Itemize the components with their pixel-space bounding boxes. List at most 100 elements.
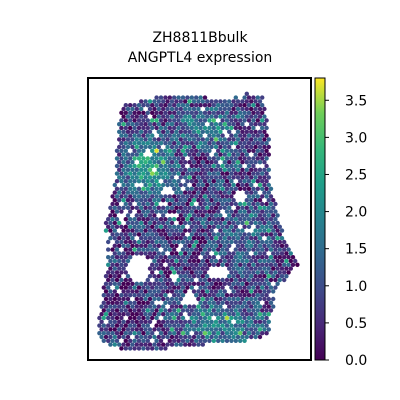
spot [244, 266, 249, 271]
spot [187, 327, 192, 332]
spot [244, 220, 249, 226]
spot [213, 213, 219, 218]
spot [227, 106, 232, 112]
spot [229, 270, 234, 275]
spot [152, 251, 157, 256]
spot [218, 137, 223, 142]
spot [227, 243, 232, 248]
spot [154, 103, 159, 108]
spot [139, 342, 144, 347]
spot [178, 160, 183, 165]
spot [128, 308, 133, 313]
spot [161, 334, 166, 340]
spot [200, 137, 205, 142]
spot [130, 122, 135, 127]
spot [147, 274, 153, 279]
spot [119, 163, 124, 169]
spot [238, 308, 243, 313]
spot [262, 160, 267, 165]
spot [117, 175, 122, 180]
spot [224, 118, 230, 123]
spot [178, 312, 183, 317]
spot [143, 243, 148, 248]
spot [255, 224, 260, 229]
spot [262, 175, 267, 180]
spot [202, 141, 208, 146]
spot [194, 293, 199, 298]
spot [145, 346, 150, 351]
spot [191, 175, 197, 180]
spot [141, 331, 146, 336]
spot [191, 198, 197, 203]
spot [255, 148, 260, 153]
spot [172, 110, 177, 116]
spot [262, 167, 267, 172]
spot [205, 289, 210, 294]
spot [121, 258, 126, 264]
spot [255, 247, 260, 252]
spot [244, 175, 249, 180]
spot [213, 205, 219, 210]
spot [253, 152, 258, 157]
spot [240, 114, 245, 119]
spot [246, 323, 252, 328]
spot [110, 315, 115, 321]
spot [183, 144, 188, 150]
spot [147, 289, 153, 294]
spot [257, 334, 263, 340]
spot [235, 243, 241, 248]
spot [207, 293, 212, 298]
spot [224, 331, 230, 336]
spot [235, 122, 241, 127]
spot [112, 251, 118, 256]
spot [136, 118, 142, 123]
spot [110, 209, 115, 214]
spot [196, 106, 201, 112]
spot [183, 327, 188, 332]
spot [136, 239, 142, 245]
spot [198, 103, 203, 108]
spot [110, 338, 115, 343]
spot [121, 114, 126, 119]
spot [251, 194, 256, 199]
spot [143, 289, 148, 294]
spot [211, 293, 216, 298]
spot [264, 179, 269, 184]
spot [222, 312, 227, 317]
spot [277, 232, 282, 237]
spot [154, 194, 159, 199]
spot [158, 232, 164, 237]
spot [169, 129, 175, 134]
spot [187, 236, 192, 241]
spot [139, 228, 144, 233]
spot [227, 99, 232, 104]
spot [154, 163, 159, 169]
spot [161, 160, 166, 165]
spot [264, 133, 269, 138]
spot [240, 274, 245, 279]
spot [229, 239, 234, 245]
spot [233, 103, 238, 108]
spot [176, 255, 181, 260]
spot [136, 308, 142, 313]
spot [141, 315, 146, 321]
spot [119, 125, 124, 131]
spot [187, 304, 192, 309]
spot [178, 99, 183, 104]
spot [169, 220, 175, 226]
spot [220, 331, 225, 336]
spot [110, 323, 115, 328]
spot [187, 114, 192, 119]
spot [132, 239, 137, 245]
spot [123, 300, 128, 305]
spot [128, 331, 133, 336]
spot [114, 331, 120, 336]
spot [156, 228, 161, 233]
spot [209, 327, 214, 332]
spot [123, 171, 128, 176]
spot [220, 156, 225, 161]
spot [211, 255, 216, 260]
spot [220, 300, 225, 305]
spot [198, 293, 203, 298]
spot [209, 304, 214, 309]
